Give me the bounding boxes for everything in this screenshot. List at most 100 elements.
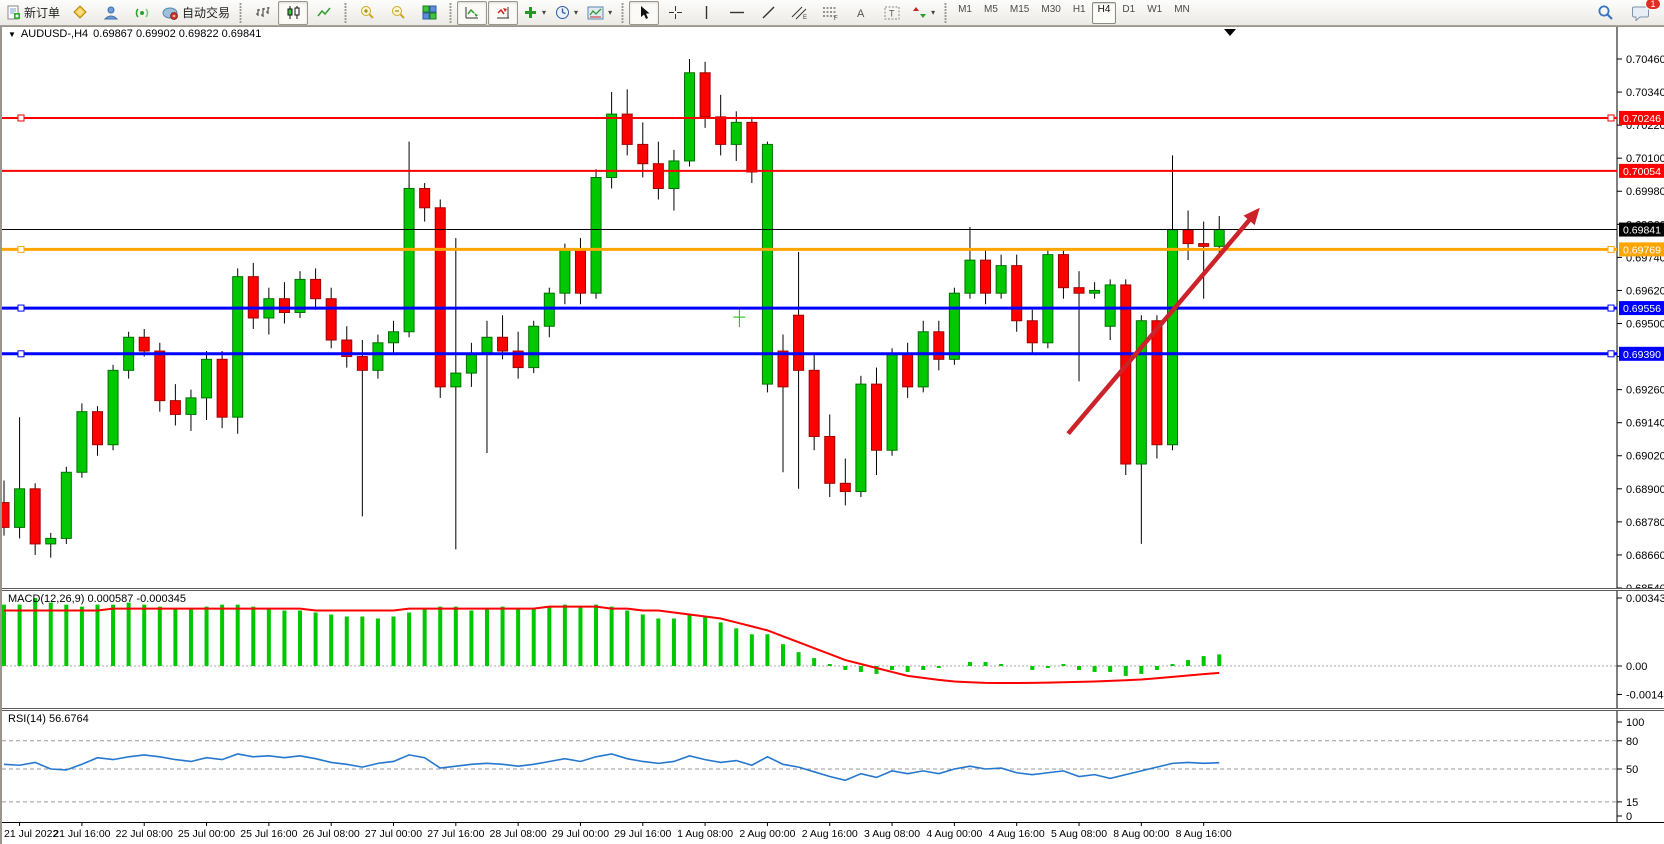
bar-chart-button[interactable] [247,1,277,25]
timeframe-button-M5[interactable]: M5 [984,3,998,15]
zoom-in-button[interactable] [352,1,382,25]
timeframe-button-MN[interactable]: MN [1174,3,1190,15]
time-tick-label: 1 Aug 08:00 [677,828,733,840]
candle [964,227,976,299]
line-handle[interactable] [1607,304,1615,312]
profile-button[interactable] [96,1,126,25]
candle-body-up [995,265,1007,294]
tile-windows-button[interactable] [414,1,444,25]
candle-body-down [1057,254,1069,289]
candle [2,480,10,536]
line-chart-button[interactable] [309,1,339,25]
signals-button[interactable] [127,1,157,25]
trend-arrow-head[interactable] [1243,207,1260,226]
time-tick-label: 29 Jul 00:00 [552,828,609,840]
candle [777,334,789,473]
macd-signal-line [4,605,1220,685]
toolbar-separator [619,2,627,23]
autotrading-button[interactable]: 自动交易 [158,1,234,25]
time-axis-background [2,822,1664,844]
timeframe-button-W1[interactable]: W1 [1147,3,1163,15]
line-handle[interactable] [1607,114,1615,122]
line-handle[interactable] [17,350,25,358]
candle-body-down [715,116,727,145]
macd-panel[interactable]: MACD(12,26,9) 0.000587 -0.000345 0.00343… [2,591,1664,708]
timeframe-button-D1[interactable]: D1 [1122,3,1136,15]
search-button[interactable] [1590,1,1620,25]
arrows-caret-icon: ▾ [931,8,936,17]
chart-title-dropdown-icon[interactable]: ▼ [8,29,16,39]
price-tick-label: 0.70340 [1626,87,1664,99]
text-label-button[interactable]: T [877,1,907,25]
time-axis[interactable]: 21 Jul 2022 21 Jul 16:00 22 Jul 08:00 25 Ju… [2,822,1664,844]
chart-shift-button[interactable] [488,0,519,25]
line-handle[interactable] [17,245,25,253]
candle [590,169,602,299]
candle [1011,254,1023,332]
svg-text:F: F [834,16,838,20]
candle-body-down [1026,320,1038,344]
price-chart-canvas[interactable]: 0.704600.703400.702200.701000.699800.698… [2,26,1664,588]
periods-button[interactable]: ▾ [551,1,582,25]
rsi-line [3,753,1220,782]
timeframe-button-H4[interactable]: H4 [1091,1,1117,24]
timeframe-button-M1[interactable]: M1 [958,3,972,15]
toolbar-separator [237,2,245,23]
main-chart-panel[interactable]: ▼ AUDUSD-,H4 0.69867 0.69902 0.69822 0.6… [2,26,1664,588]
cursor-button[interactable] [629,0,660,25]
chart-title: ▼ AUDUSD-,H4 0.69867 0.69902 0.69822 0.6… [8,28,261,40]
timeframe-button-M15[interactable]: M15 [1009,3,1030,15]
panel-splitter[interactable] [2,708,1664,711]
candlestick-chart-button[interactable] [278,0,309,25]
candle-body-up [1104,284,1116,327]
text-button[interactable]: A [846,1,876,25]
candle-body-down [247,276,259,319]
market-watch-button[interactable] [65,1,95,25]
vertical-line-icon [705,6,707,19]
toolbar: 新订单 自动交易 [0,0,1664,26]
vertical-line-button[interactable] [691,1,721,25]
timeframe-button-M30[interactable]: M30 [1041,3,1061,15]
zoom-out-button[interactable] [383,1,413,25]
candle [621,89,633,156]
templates-button[interactable]: ▾ [583,1,616,25]
auto-scroll-button[interactable] [457,0,488,25]
trend-arrow[interactable] [1066,210,1258,436]
timeframe-button-H1[interactable]: H1 [1072,3,1086,15]
bar-chart-icon [255,7,270,17]
line-handle[interactable] [1607,350,1615,358]
line-handle[interactable] [17,304,25,312]
price-tick-label: 0.68660 [1626,550,1664,562]
time-tick-label: 27 Jul 16:00 [427,828,484,840]
crosshair-button[interactable] [660,1,690,25]
price-badge [1619,346,1664,361]
time-tick-label: 4 Aug 00:00 [926,828,982,840]
candle-body-up [1167,229,1178,446]
arrows-button[interactable]: ▾ [908,1,939,25]
trendline-button[interactable] [753,1,783,25]
line-handle[interactable] [1607,245,1615,253]
candle [1042,249,1054,349]
candle-body-down [808,369,820,437]
fibonacci-button[interactable]: F [815,1,845,25]
timeframe-toolbar: M1 M5 M15 M30 H1 H4 D1 W1 MN [952,1,1196,24]
line-handle[interactable] [17,114,25,122]
price-tick-label: 0.69620 [1626,285,1664,297]
macd-label: MACD(12,26,9) 0.000587 -0.000345 [8,593,186,605]
candle-body-up [559,248,571,294]
community-button[interactable]: 1 [1626,0,1661,25]
horizontal-line-button[interactable] [722,1,752,25]
toolbar-separator [942,2,950,23]
scroll-marker-icon[interactable] [1224,29,1236,36]
text-icon: A [857,8,865,20]
equidistant-channel-button[interactable]: E [784,1,814,25]
candle-body-up [201,358,213,399]
candle-body-up [403,187,415,333]
rsi-panel[interactable]: RSI(14) 56.6764 100 80 50 15 0 [2,711,1664,822]
new-order-button[interactable]: 新订单 [2,1,64,25]
candle-body-down [2,502,10,528]
indicators-button[interactable]: ▾ [519,1,550,25]
panel-splitter[interactable] [2,588,1664,591]
zoom-out-icon [392,5,405,19]
